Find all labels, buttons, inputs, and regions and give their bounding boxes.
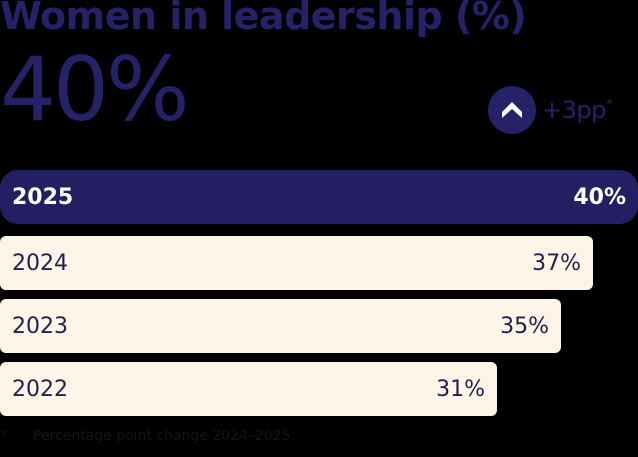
bar-label: 2023 [12,313,68,339]
bar-label: 2022 [12,376,68,402]
bar-2024: 2024 37% [0,236,593,290]
bar-label: 2024 [12,250,68,276]
bar-2023: 2023 35% [0,299,561,353]
chevron-up-icon [488,86,536,134]
bar-value: 40% [573,184,626,210]
bar-value: 35% [500,313,549,339]
bar-value: 31% [436,376,485,402]
footnote: * Percentage point change 2024–2025 [0,428,291,444]
change-label: +3pp* [542,96,613,124]
headline-value: 40% [0,38,190,141]
chart-title: Women in leadership (%) [0,0,527,38]
bar-2025: 2025 40% [0,170,638,224]
bar-value: 37% [532,250,581,276]
change-indicator: +3pp* [488,86,613,134]
bar-label: 2025 [12,184,74,210]
bar-2022: 2022 31% [0,362,497,416]
